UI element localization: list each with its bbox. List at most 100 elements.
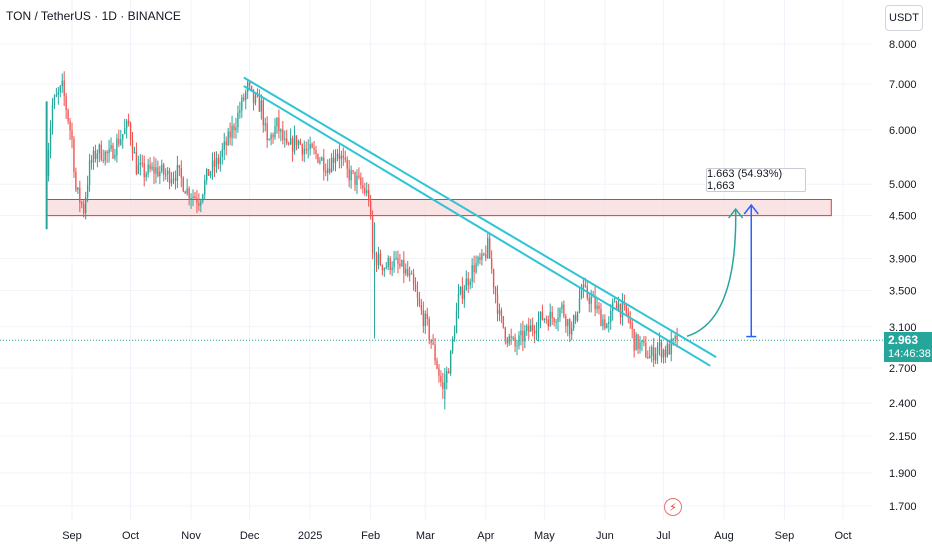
drawing-tools[interactable]	[0, 76, 884, 367]
y-tick-label: 4.500	[889, 211, 917, 223]
candle-body	[163, 164, 165, 175]
candle-body	[180, 167, 182, 178]
lightning-icon[interactable]: ⚡︎	[664, 498, 682, 516]
y-tick-label: 1.700	[889, 501, 917, 513]
candle-body	[647, 357, 649, 359]
candle-body	[348, 168, 350, 181]
candle-body	[209, 171, 212, 176]
candle-body	[260, 100, 263, 112]
x-tick-label: Sep	[775, 530, 795, 542]
candle-body	[330, 157, 333, 173]
candle-body	[629, 317, 631, 324]
candle-body	[340, 155, 343, 160]
candle-body	[389, 258, 391, 270]
candle-body	[116, 138, 118, 156]
x-tick-label: Apr	[477, 530, 494, 542]
candle-body	[211, 160, 214, 172]
time-axis[interactable]: Sep Oct Nov Dec 2025 Feb Mar Apr May Jun Jul Aug Sep…	[62, 530, 851, 542]
candle-body	[297, 140, 300, 146]
candle-body	[338, 153, 341, 160]
candle-body	[524, 330, 526, 342]
candle-body	[508, 336, 510, 344]
candle-body	[190, 197, 192, 199]
candle-body	[246, 82, 249, 92]
candle-body	[239, 110, 241, 113]
candle-body	[102, 159, 104, 161]
candle-body	[114, 155, 116, 159]
candle-body	[291, 138, 294, 152]
candle-body	[514, 337, 516, 346]
candle-body	[354, 171, 356, 185]
measure-label: 1.663 (54.93%) 1,663	[706, 168, 806, 192]
candle-body	[617, 303, 620, 310]
x-tick-label: Feb	[361, 530, 380, 542]
candle-body	[241, 97, 243, 111]
candle-body	[284, 138, 286, 140]
candle-body	[615, 301, 618, 310]
candle-body	[621, 302, 624, 318]
currency-selector[interactable]: USDT	[885, 5, 923, 31]
candle-body	[368, 190, 370, 201]
candle-body	[325, 171, 327, 173]
candle-body	[289, 138, 292, 145]
candle-body	[75, 172, 77, 191]
candle-body	[531, 325, 534, 331]
candle-body	[49, 127, 52, 151]
candle-body	[301, 144, 304, 155]
candle-body	[543, 318, 546, 320]
candle-body	[459, 286, 462, 294]
candle-body	[282, 129, 284, 140]
candle-body	[200, 200, 202, 206]
candle-body	[383, 268, 385, 271]
candle-body	[96, 153, 99, 159]
candle-body	[571, 328, 573, 335]
candle-body	[299, 140, 302, 145]
x-tick-label: Oct	[122, 530, 139, 542]
candle-body	[405, 269, 407, 274]
candle-body	[360, 177, 362, 186]
candle-body	[381, 264, 384, 271]
candle-body	[192, 196, 194, 198]
candle-body	[207, 168, 210, 176]
candle-body	[408, 273, 411, 276]
candle-body	[81, 202, 83, 204]
candle-body	[108, 148, 110, 154]
candle-body	[375, 255, 378, 266]
candle-body	[428, 319, 430, 340]
candle-body	[252, 89, 255, 104]
candle-body	[118, 138, 120, 145]
candle-body	[557, 317, 559, 322]
candle-body	[307, 149, 309, 151]
candle-body	[410, 273, 413, 275]
candle-body	[51, 105, 54, 128]
x-tick-label: Aug	[714, 530, 734, 542]
candle-body	[379, 253, 382, 265]
candle-body	[147, 164, 149, 174]
candle-body	[397, 258, 399, 264]
y-tick-label: 6.000	[889, 125, 917, 137]
x-tick-label: Oct	[834, 530, 851, 542]
candle-body	[92, 150, 95, 163]
candle-body	[161, 164, 163, 172]
candle-body	[582, 284, 585, 291]
candle-body	[670, 339, 672, 355]
candle-body	[168, 170, 171, 184]
candle-body	[473, 265, 475, 273]
candle-body	[613, 301, 616, 303]
candle-body	[174, 178, 177, 181]
candle-body	[110, 145, 112, 149]
candle-body	[231, 125, 233, 138]
candle-body	[467, 278, 469, 286]
price-axis[interactable]: 8.000 7.000 6.000 5.000 4.500 3.900 3.500 3.100…	[889, 39, 917, 513]
y-tick-label: 3.900	[889, 253, 917, 265]
candle-body	[364, 188, 366, 194]
candle-body	[272, 134, 274, 138]
candle-body	[453, 333, 456, 339]
last-price-tag: 2.963 14:46:38	[884, 332, 932, 362]
candle-body	[356, 175, 358, 185]
candle-body	[469, 281, 471, 286]
candle-body	[327, 168, 329, 173]
candle-body	[600, 308, 602, 327]
candle-body	[485, 254, 487, 258]
